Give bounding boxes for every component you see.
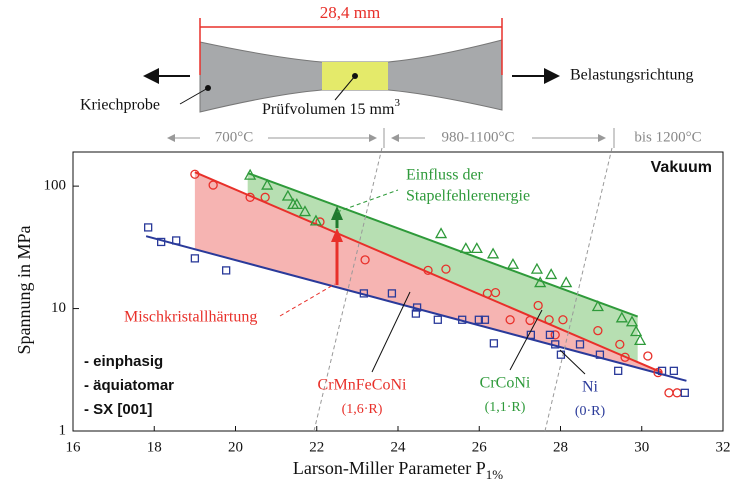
x-tick-label: 32 [716,439,731,455]
point [434,316,441,323]
annotation: Ni [582,379,599,396]
point [488,249,498,258]
y-axis-label: Spannung in MPa [14,225,34,354]
direction-label: Belastungsrichtung [570,67,694,84]
point [145,224,152,231]
x-tick-label: 28 [553,439,568,455]
x-axis-label: Larson-Miller Parameter P1% [293,458,503,482]
annotation: - SX [001] [84,401,152,418]
annotation: CrCoNi [480,375,531,392]
region-label: bis 1200°C [634,129,701,145]
annotation: Stapelfehlerenergie [406,188,530,205]
point [508,259,518,268]
volume-text: Prüfvolumen 15 mm [262,101,395,118]
specimen-label: Kriechprobe [80,97,160,114]
x-tick-label: 26 [472,439,488,455]
point [436,229,446,238]
annotation: Mischkristallhärtung [124,309,257,326]
volume-label: Prüfvolumen 15 mm3 [262,97,400,118]
point [681,389,688,396]
point [644,352,652,360]
x-label-sub: 1% [486,467,504,482]
x-tick-label: 18 [147,439,162,455]
point [532,264,542,273]
x-tick-label: 30 [634,439,649,455]
x-tick-label: 20 [228,439,243,455]
leader [280,284,335,316]
x-tick-label: 24 [391,439,407,455]
point [665,389,673,397]
point [223,267,230,274]
annotation: Vakuum [651,159,712,176]
x-tick-label: 16 [66,439,82,455]
annotation: (1,1·R) [485,400,526,415]
point [670,367,677,374]
y-tick-label: 1 [59,422,67,438]
figure: 28,4 mm Belastungsrichtung Kriechprobe P… [0,0,740,486]
leader [372,292,410,372]
leader [337,190,398,212]
volume-exp: 3 [394,97,400,109]
point [472,243,482,252]
point [191,255,198,262]
point [546,269,556,278]
point [561,278,571,287]
point [615,367,622,374]
point [490,340,497,347]
y-tick-label: 100 [44,178,67,194]
annotation: (1,6·R) [342,402,383,417]
x-tick-label: 22 [309,439,324,455]
region-label: 700°C [215,129,254,145]
x-label-text: Larson-Miller Parameter P [293,458,486,478]
specimen: 28,4 mm Belastungsrichtung Kriechprobe P… [80,3,694,118]
length-label: 28,4 mm [320,3,380,22]
point [673,389,681,397]
annotation: CrMnFeCoNi [318,377,407,394]
annotation: Einfluss der [406,167,484,184]
y-tick-label: 10 [51,300,66,316]
annotation: (0·R) [575,404,606,419]
annotation: - äquiatomar [84,377,174,394]
annotation: - einphasig [84,353,163,370]
region-label: 980-1100°C [442,129,515,145]
